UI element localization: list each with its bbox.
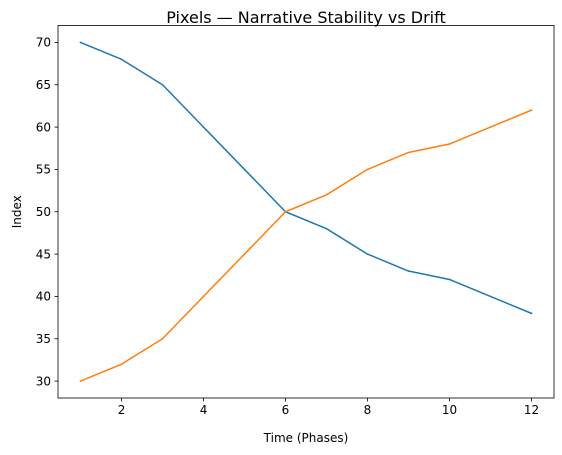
data-point — [120, 58, 123, 61]
data-point — [489, 126, 492, 128]
data-point — [79, 380, 82, 382]
y-tick-label: 35 — [36, 332, 51, 346]
y-axis: 30 35 40 45 50 55 60 65 70 — [36, 36, 58, 388]
series-line-2 — [79, 109, 533, 383]
x-tick-label: 2 — [118, 403, 126, 417]
data-point — [161, 337, 164, 340]
x-tick-label: 12 — [524, 403, 539, 417]
data-point — [530, 312, 533, 315]
data-point — [120, 363, 123, 365]
y-tick-label: 70 — [36, 36, 51, 50]
x-tick-label: 4 — [200, 403, 208, 417]
data-point — [325, 227, 328, 230]
data-point — [366, 253, 369, 255]
y-tick-label: 30 — [36, 374, 51, 388]
y-tick-label: 55 — [36, 163, 51, 177]
data-point — [79, 41, 82, 44]
series-line-1 — [79, 41, 533, 315]
data-point — [530, 109, 533, 111]
chart-title: Pixels — Narrative Stability vs Drift — [166, 8, 446, 27]
x-tick-label: 10 — [442, 403, 457, 417]
data-point — [325, 194, 328, 196]
x-tick-label: 6 — [282, 403, 290, 417]
series-layer — [79, 41, 533, 383]
data-point — [243, 253, 246, 255]
data-point — [366, 168, 369, 171]
y-tick-label: 45 — [36, 247, 51, 261]
data-point — [448, 278, 451, 281]
x-tick-label: 8 — [364, 403, 372, 417]
y-tick-label: 65 — [36, 78, 51, 92]
data-point — [202, 126, 205, 128]
y-axis-label: Index — [10, 195, 24, 228]
data-point — [407, 151, 410, 154]
data-point — [202, 295, 205, 298]
data-point — [448, 143, 451, 145]
data-point — [407, 270, 410, 272]
data-point — [243, 168, 246, 171]
y-tick-label: 60 — [36, 120, 51, 134]
data-point — [161, 83, 164, 86]
data-point — [284, 210, 287, 213]
y-tick-label: 50 — [36, 205, 51, 219]
x-axis: 2 4 6 8 10 12 — [118, 398, 539, 417]
y-tick-label: 40 — [36, 290, 51, 304]
x-axis-label: Time (Phases) — [263, 431, 349, 445]
data-point — [489, 295, 492, 298]
